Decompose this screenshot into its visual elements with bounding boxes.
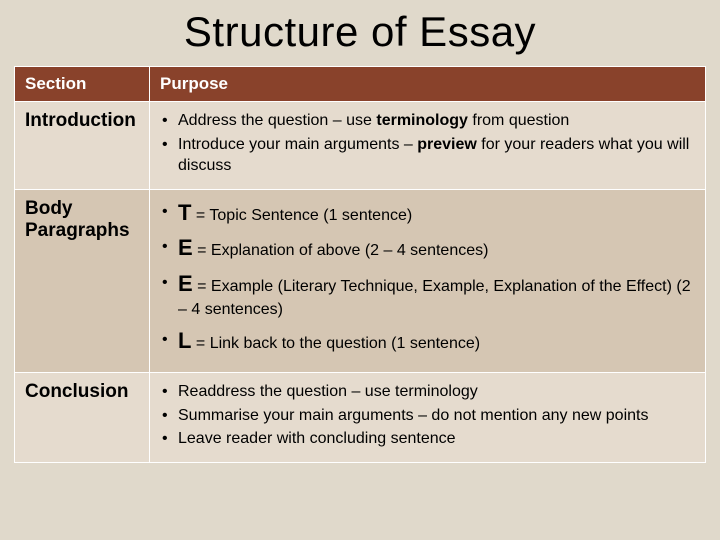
body-t-text: = Topic Sentence (1 sentence) [191, 207, 412, 224]
section-name-body: Body Paragraphs [15, 189, 150, 372]
intro-b1-post: from question [468, 112, 569, 129]
body-e2-text: = Example (Literary Technique, Example, … [178, 278, 691, 318]
conclusion-bullet-1: Readdress the question – use terminology [160, 381, 695, 403]
body-l-text: = Link back to the question (1 sentence) [191, 335, 480, 352]
row-introduction: Introduction Address the question – use … [15, 102, 706, 190]
conclusion-bullet-2: Summarise your main arguments – do not m… [160, 405, 695, 427]
body-bullet-e1: E = Explanation of above (2 – 4 sentence… [160, 233, 695, 263]
row-body-paragraphs: Body Paragraphs T = Topic Sentence (1 se… [15, 189, 706, 372]
body-bullet-l: L = Link back to the question (1 sentenc… [160, 326, 695, 356]
header-purpose: Purpose [150, 67, 706, 102]
body-t-letter: T [178, 200, 191, 225]
slide-container: Structure of Essay Section Purpose Intro… [0, 0, 720, 540]
body-l-letter: L [178, 328, 191, 353]
purpose-introduction: Address the question – use terminology f… [150, 102, 706, 190]
body-bullet-e2: E = Example (Literary Technique, Example… [160, 269, 695, 320]
purpose-conclusion: Readdress the question – use terminology… [150, 373, 706, 463]
intro-b2-bold: preview [417, 136, 477, 153]
section-name-introduction: Introduction [15, 102, 150, 190]
body-e1-letter: E [178, 235, 193, 260]
slide-title: Structure of Essay [14, 8, 706, 56]
row-conclusion: Conclusion Readdress the question – use … [15, 373, 706, 463]
purpose-body: T = Topic Sentence (1 sentence) E = Expl… [150, 189, 706, 372]
header-section: Section [15, 67, 150, 102]
intro-b1-bold: terminology [376, 112, 468, 129]
intro-b2-pre: Introduce your main arguments – [178, 136, 417, 153]
conclusion-bullet-3: Leave reader with concluding sentence [160, 428, 695, 450]
essay-structure-table: Section Purpose Introduction Address the… [14, 66, 706, 463]
body-e1-text: = Explanation of above (2 – 4 sentences) [193, 242, 489, 259]
section-name-conclusion: Conclusion [15, 373, 150, 463]
intro-bullet-1: Address the question – use terminology f… [160, 110, 695, 132]
intro-bullet-2: Introduce your main arguments – preview … [160, 134, 695, 177]
header-row: Section Purpose [15, 67, 706, 102]
intro-b1-pre: Address the question – use [178, 112, 376, 129]
body-bullet-t: T = Topic Sentence (1 sentence) [160, 198, 695, 228]
body-e2-letter: E [178, 271, 193, 296]
